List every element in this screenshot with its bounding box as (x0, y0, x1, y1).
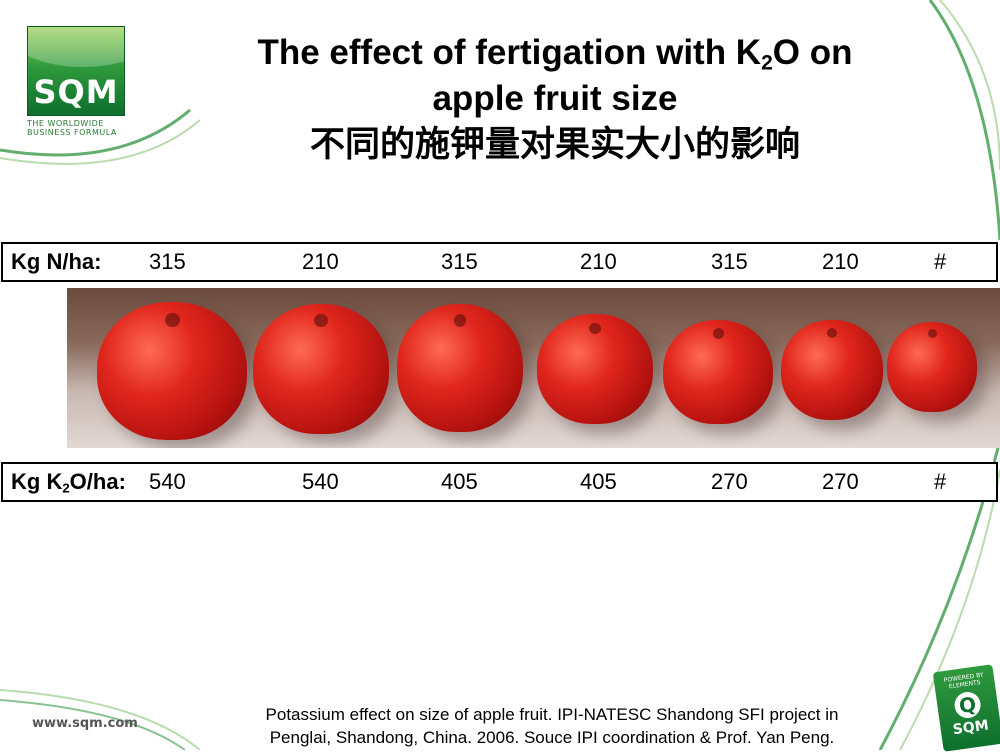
apple-image (97, 302, 247, 440)
potash-value: # (934, 469, 947, 494)
nitrogen-row: Kg N/ha: 315 210 315 210 315 210 # (1, 242, 998, 282)
badge-q-icon: Q (952, 690, 983, 720)
nitrogen-label: Kg N/ha: (11, 249, 102, 274)
apple-image (253, 304, 389, 434)
potash-label-subscript: 2 (62, 480, 70, 496)
title-text-b: O on (772, 33, 853, 72)
title-text-a: The effect of fertigation with K (257, 33, 762, 72)
nitrogen-value: 210 (822, 249, 859, 274)
page-title-chinese: 不同的施钾量对果实大小的影响 (309, 125, 800, 165)
caption-line2: Penglai, Shandong, China. 2006. Souce IP… (269, 728, 835, 747)
nitrogen-value: 210 (580, 249, 617, 274)
title-subscript: 2 (761, 51, 773, 75)
badge-brand: SQM (951, 717, 990, 739)
potash-label: Kg K2O/ha: (11, 464, 126, 500)
potash-value: 270 (711, 469, 748, 494)
nitrogen-value: 315 (149, 249, 186, 274)
page-title-line1: The effect of fertigation with K2O on (180, 30, 930, 76)
potash-value: 540 (302, 469, 339, 494)
potash-label-b: O/ha: (69, 469, 126, 494)
logo-tagline: The Worldwide Business Formula (27, 119, 117, 137)
sqm-logo: SQM The Worldwide Business Formula (27, 26, 137, 137)
apple-photo (67, 288, 1000, 448)
potash-row: Kg K2O/ha: 540 540 405 405 270 270 # (1, 462, 998, 502)
nitrogen-value: # (934, 249, 947, 274)
source-caption: Potassium effect on size of apple fruit.… (212, 703, 892, 749)
logo-brand: SQM (33, 73, 119, 111)
website-link[interactable]: www.sqm.com (32, 716, 138, 731)
apple-image (887, 322, 977, 412)
apple-image (781, 320, 883, 420)
sqm-logo-box: SQM (27, 26, 125, 116)
nitrogen-value: 210 (302, 249, 339, 274)
apple-image (537, 314, 653, 424)
badge-caption: POWERED BY ELEMENTS (943, 671, 985, 691)
caption-line1: Potassium effect on size of apple fruit.… (265, 705, 839, 724)
nitrogen-value: 315 (441, 249, 478, 274)
page-title-line2: apple fruit size (432, 79, 678, 118)
apple-image (663, 320, 773, 424)
potash-value: 405 (441, 469, 478, 494)
potash-value: 270 (822, 469, 859, 494)
nitrogen-value: 315 (711, 249, 748, 274)
powered-by-badge: POWERED BY ELEMENTS Q SQM (932, 664, 1000, 752)
potash-label-a: Kg K (11, 469, 63, 494)
apple-image (397, 304, 523, 432)
potash-value: 540 (149, 469, 186, 494)
potash-value: 405 (580, 469, 617, 494)
